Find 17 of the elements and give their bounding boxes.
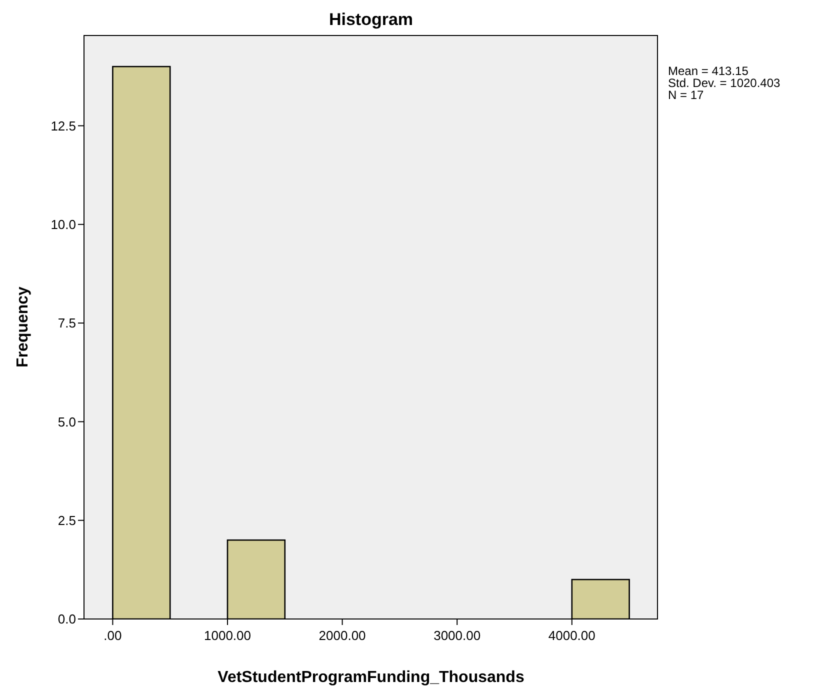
x-tick-label: 3000.00 bbox=[434, 628, 481, 644]
y-tick-label: 5.0 bbox=[58, 414, 76, 430]
y-tick-label: 7.5 bbox=[58, 316, 76, 331]
y-tick-label: 0.0 bbox=[58, 612, 76, 627]
y-tick-label: 12.5 bbox=[50, 118, 76, 134]
chart-title: Histogram bbox=[328, 10, 414, 30]
y-axis-title: Frequency bbox=[14, 286, 32, 368]
x-tick-label: 2000.00 bbox=[318, 628, 366, 644]
x-axis-title: VetStudentProgramFunding_Thousands bbox=[218, 669, 524, 686]
text: N = 17 bbox=[668, 88, 705, 102]
x-tick-label: 1000.00 bbox=[204, 628, 251, 644]
text: Mean = 413.15 bbox=[668, 64, 750, 78]
x-tick-label: .00 bbox=[104, 628, 122, 644]
text: Std. Dev. = 1020.403 bbox=[668, 76, 780, 90]
x-tick-label: 4000.00 bbox=[548, 628, 596, 644]
y-tick-label: 10.0 bbox=[50, 217, 76, 232]
y-tick-label: 2.5 bbox=[58, 512, 76, 528]
